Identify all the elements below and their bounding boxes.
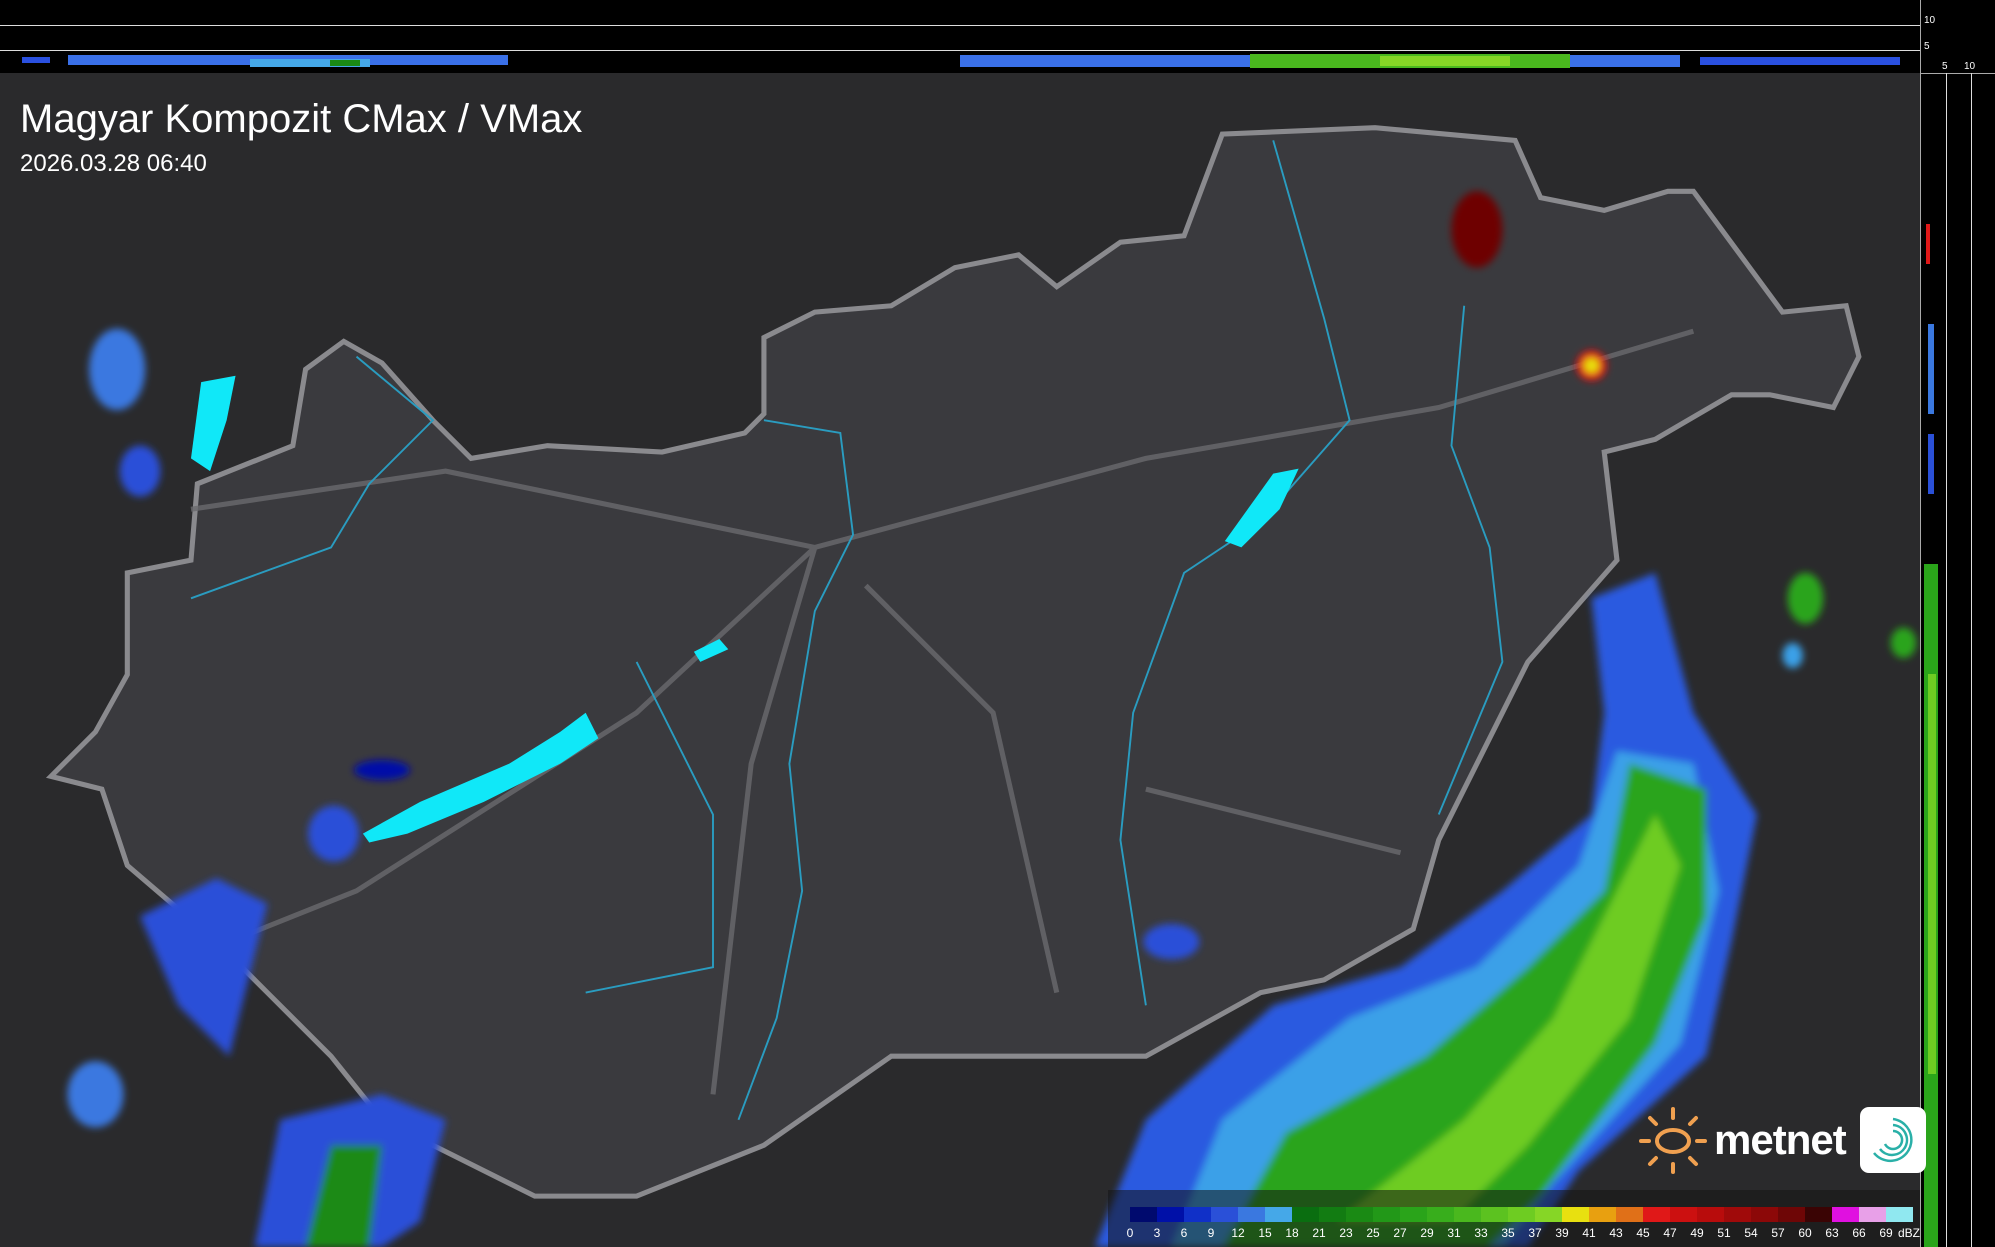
legend-swatch: [1697, 1207, 1724, 1222]
legend-label: 29: [1420, 1226, 1434, 1240]
legend-label: 9: [1207, 1226, 1215, 1240]
legend-label: 12: [1231, 1226, 1245, 1240]
legend-label: 51: [1717, 1226, 1731, 1240]
right-profile-echoes: [1924, 224, 1938, 1247]
axis-label: 5: [1924, 41, 1930, 52]
legend-swatch: [1292, 1207, 1319, 1222]
legend-label: 33: [1474, 1226, 1488, 1240]
legend-swatch: [1184, 1207, 1211, 1222]
profile-axis-line: [1920, 0, 1921, 1247]
legend-swatch: [1346, 1207, 1373, 1222]
legend-swatch: [1751, 1207, 1778, 1222]
map-canvas: [0, 73, 1920, 1247]
legend-swatch: [1805, 1207, 1832, 1222]
legend-swatch: [1535, 1207, 1562, 1222]
legend-label: 6: [1180, 1226, 1188, 1240]
radar-map[interactable]: [0, 73, 1920, 1247]
legend-swatch: [1589, 1207, 1616, 1222]
legend-swatch: [1670, 1207, 1697, 1222]
legend-swatch: [1211, 1207, 1238, 1222]
radar-echoes: [67, 191, 1917, 1247]
legend-label: 3: [1153, 1226, 1161, 1240]
legend-label: 15: [1258, 1226, 1272, 1240]
legend-swatch: [1508, 1207, 1535, 1222]
hungary-outline: [45, 125, 1862, 1199]
sun-icon: [1639, 1107, 1707, 1174]
top-profile-strip: [0, 0, 1920, 73]
legend-label: 43: [1609, 1226, 1623, 1240]
legend-label: 47: [1663, 1226, 1677, 1240]
legend-swatch: [1724, 1207, 1751, 1222]
legend-swatch: [1481, 1207, 1508, 1222]
profile-gridline: [1946, 73, 1947, 1247]
legend-swatch: [1562, 1207, 1589, 1222]
profile-gridline: [1971, 73, 1972, 1247]
legend-swatch: [1454, 1207, 1481, 1222]
legend-swatch: [1265, 1207, 1292, 1222]
legend-label: 0: [1126, 1226, 1134, 1240]
profile-axis-line: [1920, 73, 1995, 74]
legend-swatch: [1778, 1207, 1805, 1222]
rivers: [190, 140, 1504, 1121]
legend-label: 57: [1771, 1226, 1785, 1240]
legend-label: 35: [1501, 1226, 1515, 1240]
lake-balaton: [362, 712, 599, 843]
swirl-logo-icon: [1859, 1107, 1926, 1173]
legend-label: 54: [1744, 1226, 1758, 1240]
legend-swatch: [1832, 1207, 1859, 1222]
legend-label: 25: [1366, 1226, 1380, 1240]
map-title: Magyar Kompozit CMax / VMax: [20, 97, 583, 141]
lake-ferto: [190, 375, 236, 472]
legend-label: 49: [1690, 1226, 1704, 1240]
legend-label: 18: [1285, 1226, 1299, 1240]
legend-label: 39: [1555, 1226, 1569, 1240]
roads: [190, 328, 1695, 1095]
legend-label: 37: [1528, 1226, 1542, 1240]
legend-swatch: [1319, 1207, 1346, 1222]
legend-unit: dBZ: [1897, 1226, 1921, 1240]
legend-swatch: [1427, 1207, 1454, 1222]
legend-swatch: [1238, 1207, 1265, 1222]
legend-label: 63: [1825, 1226, 1839, 1240]
metnet-logo: metnet: [1638, 1105, 1926, 1175]
lake-tisza: [1224, 468, 1299, 548]
legend-labels: 0 3 6 9 12 15 18 21 23 25 27 29 31 33 35 37 39 41 43 45 47 49…: [1126, 1226, 1921, 1242]
logo-text: metnet: [1714, 1116, 1847, 1163]
legend-swatch: [1157, 1207, 1184, 1222]
legend-label: 31: [1447, 1226, 1461, 1240]
legend-label: 60: [1798, 1226, 1812, 1240]
top-profile-echoes: [22, 54, 1900, 68]
legend-swatch: [1373, 1207, 1400, 1222]
legend-swatch: [1859, 1207, 1886, 1222]
legend-swatch: [1616, 1207, 1643, 1222]
axis-label: 10: [1964, 61, 1976, 72]
profile-gridline: [0, 50, 1920, 51]
legend-swatch: [1130, 1207, 1157, 1222]
legend-label: 21: [1312, 1226, 1326, 1240]
legend-swatch: [1400, 1207, 1427, 1222]
lake-velence: [693, 639, 729, 662]
profile-gridline: [0, 25, 1920, 26]
color-legend: 0 3 6 9 12 15 18 21 23 25 27 29 31 33 35 37 39 41 43 45 47 49…: [1108, 1190, 1920, 1247]
legend-label: 69: [1879, 1226, 1893, 1240]
axis-label: 10: [1924, 15, 1936, 26]
map-timestamp: 2026.03.28 06:40: [20, 150, 207, 177]
legend-label: 66: [1852, 1226, 1866, 1240]
legend-swatch: [1643, 1207, 1670, 1222]
axis-label: 5: [1942, 61, 1948, 72]
legend-label: 27: [1393, 1226, 1407, 1240]
legend-label: 23: [1339, 1226, 1353, 1240]
legend-label: 45: [1636, 1226, 1650, 1240]
right-profile-strip: 10 5 5 10: [1920, 0, 1995, 1247]
legend-color-bar: [1130, 1207, 1913, 1222]
legend-label: 41: [1582, 1226, 1596, 1240]
legend-swatch: [1886, 1207, 1913, 1222]
